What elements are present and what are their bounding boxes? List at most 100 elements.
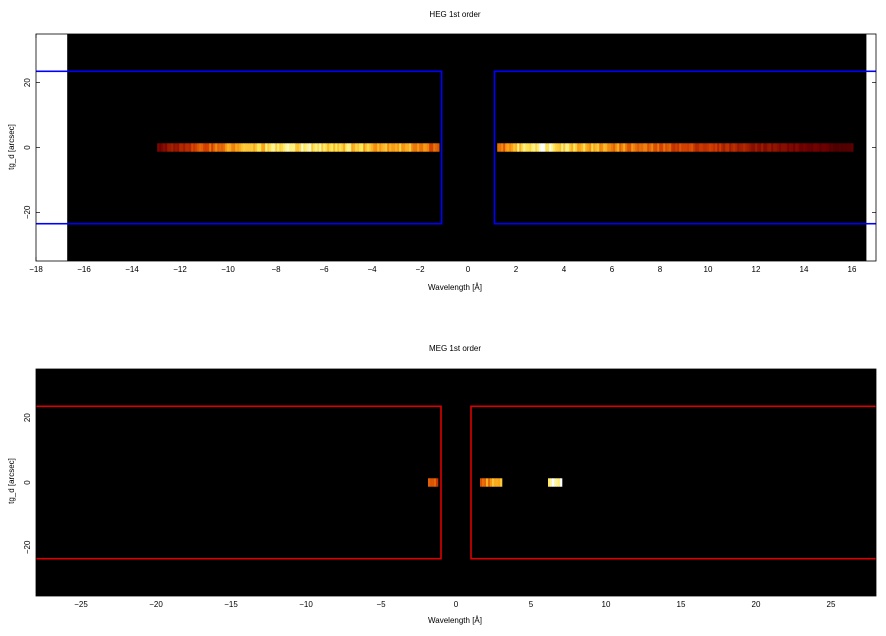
spectrum-pixel [745,143,748,152]
spectrum-pixel [747,143,750,152]
spectrum-pixel [687,143,690,152]
spectrum-pixel [657,143,660,152]
spectrum-pixel [555,143,558,152]
spectrum-pixel [741,143,744,152]
x-tick-label: −16 [77,265,91,274]
spectrum-pixel [669,143,672,152]
spectrum-pixel [205,143,208,152]
spectrum-pixel [161,143,164,152]
spectrum-pixel [432,478,435,487]
spectrum-pixel [677,143,680,152]
spectrum-pixel [413,143,416,152]
spectrum-pixel [703,143,706,152]
spectrum-pixel [395,143,398,152]
spectrum-pixel [484,478,487,487]
spectrum-pixel [411,143,414,152]
spectrum-pixel [417,143,420,152]
spectrum-pixel [197,143,200,152]
spectrum-pixel [359,143,362,152]
spectrum-pixel [329,143,332,152]
spectrum-pixel [554,478,557,487]
spectrum-pixel [315,143,318,152]
spectrum-pixel [645,143,648,152]
spectrum-pixel [819,143,822,152]
spectrum-pixel [337,143,340,152]
spectrum-pixel [721,143,724,152]
spectrum-pixel [267,143,270,152]
x-tick-label: 12 [752,265,761,274]
spectrum-pixel [482,478,485,487]
spectrum-pixel [297,143,300,152]
spectrum-pixel [492,478,495,487]
spectrum-pixel [281,143,284,152]
spectrum-pixel [693,143,696,152]
spectrum-pixel [683,143,686,152]
spectrum-pixel [177,143,180,152]
y-tick-label: 0 [23,145,32,150]
spectrum-pixel [689,143,692,152]
spectrum-pixel [221,143,224,152]
spectrum-pixel [603,143,606,152]
meg-xlabel: Wavelength [Å] [428,616,482,625]
x-tick-label: 8 [658,265,663,274]
spectrum-pixel [529,143,532,152]
spectrum-pixel [293,143,296,152]
spectrum-pixel [717,143,720,152]
spectrum-pixel [753,143,756,152]
heg-plot-area: −18 −16 −14 −12 −10 −8 −6 −4 −2 0 2 4 6 8 10 12 14 16−200… [23,33,877,274]
spectrum-pixel [705,143,708,152]
region-box [470,405,876,560]
spectrum-pixel [505,143,508,152]
spectrum-pixel [195,143,198,152]
spectrum-pixel [255,143,258,152]
spectrum-pixel [415,143,418,152]
spectrum-pixel [349,143,352,152]
spectrum-pixel [496,478,499,487]
x-tick-label: −25 [74,600,88,609]
spectrum-pixel [769,143,772,152]
spectrum-pixel [785,143,788,152]
spectrum-pixel [369,143,372,152]
spectrum-pixel [519,143,522,152]
spectrum-pixel [165,143,168,152]
y-tick-label: −20 [23,205,32,219]
spectrum-pixel [585,143,588,152]
spectrum-pixel [421,143,424,152]
spectrum-pixel [223,143,226,152]
spectrum-pixel [711,143,714,152]
spectrum-pixel [245,143,248,152]
spectrum-strip [428,478,563,487]
spectrum-pixel [805,143,808,152]
spectrum-pixel [725,143,728,152]
spectrum-pixel [407,143,410,152]
spectrum-pixel [167,143,170,152]
spectrum-pixel [547,143,550,152]
spectrum-pixel [291,143,294,152]
spectrum-pixel [269,143,272,152]
spectrum-pixel [301,143,304,152]
spectrum-pixel [550,478,553,487]
spectrum-pixel [503,143,506,152]
spectrum-pixel [699,143,702,152]
spectrum-pixel [759,143,762,152]
spectrum-pixel [637,143,640,152]
spectrum-pixel [649,143,652,152]
spectrum-pixel [695,143,698,152]
spectrum-pixel [535,143,538,152]
spectrum-pixel [357,143,360,152]
spectrum-pixel [539,143,542,152]
spectrum-pixel [405,143,408,152]
spectrum-pixel [545,143,548,152]
spectrum-pixel [523,143,526,152]
spectrum-pixel [627,143,630,152]
x-tick-label: −10 [221,265,235,274]
spectrum-pixel [851,143,854,152]
spectrum-pixel [723,143,726,152]
spectrum-pixel [563,143,566,152]
spectrum-pixel [556,478,559,487]
x-tick-label: 25 [827,600,836,609]
spectrum-pixel [305,143,308,152]
spectrum-pixel [429,143,432,152]
spectrum-pixel [837,143,840,152]
spectrum-pixel [517,143,520,152]
